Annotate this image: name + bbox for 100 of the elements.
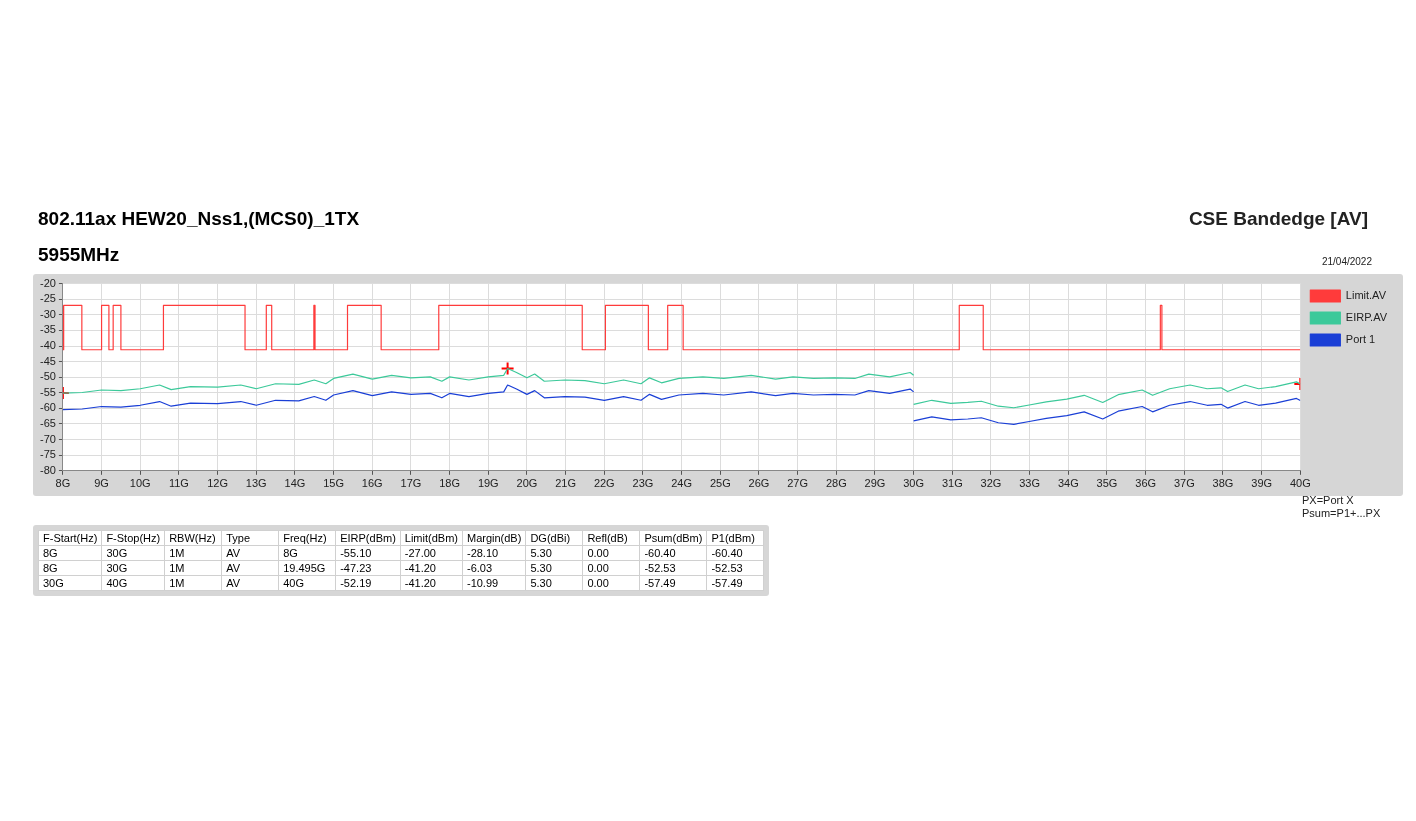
x-tick-label: 31G: [941, 477, 963, 490]
y-tick-label: -65: [39, 417, 56, 430]
text: -27.00: [404, 547, 436, 559]
x-tick-label: 18G: [439, 477, 460, 490]
text: -60.40: [644, 547, 676, 559]
x-tick-label: 40G: [1289, 477, 1311, 490]
text: 21/04/2022: [1321, 256, 1372, 267]
category-label: Type: [221, 530, 279, 546]
text: -28.10: [466, 547, 499, 559]
legend-label: EIRP.AV: [1345, 311, 1388, 324]
x-tick-label: 17G: [400, 477, 422, 490]
text: 40G: [106, 577, 128, 589]
text: 5.30: [530, 547, 552, 559]
x-tick-label: 19G: [477, 477, 499, 490]
text: 40G: [283, 577, 304, 589]
category-label: Limit(dBm): [400, 530, 463, 546]
category-label: DG(dBi): [525, 530, 583, 546]
text: 1M: [169, 577, 185, 589]
x-tick-label: 9G: [94, 477, 109, 490]
x-tick-label: 15G: [323, 477, 344, 490]
x-tick-label: 21G: [555, 477, 576, 490]
text: -47.23: [340, 562, 372, 574]
category-label: RBW(Hz): [164, 530, 222, 546]
text: 5.30: [530, 577, 552, 589]
chart-title: 802.11ax HEW20_Nss1,(MCS0)_1TX: [38, 208, 360, 230]
legend-label: Limit.AV: [1345, 289, 1387, 302]
x-tick-label: 20G: [516, 477, 538, 490]
y-tick-label: -60: [39, 401, 56, 414]
x-tick-label: 16G: [361, 477, 383, 490]
y-tick-label: -25: [39, 292, 56, 305]
text: -60.40: [711, 547, 743, 559]
y-tick-label: -30: [39, 307, 56, 320]
x-tick-label: 8G: [55, 477, 71, 490]
text: -57.49: [711, 577, 743, 589]
category-label: EIRP(dBm): [335, 530, 401, 546]
text: AV: [226, 562, 241, 574]
text: 5.30: [530, 562, 552, 574]
text: 30G: [43, 577, 64, 589]
text: -52.53: [711, 562, 743, 574]
text: 1M: [169, 562, 185, 574]
legend-label: Port 1: [1345, 333, 1376, 346]
x-tick-label: 13G: [245, 477, 267, 490]
x-tick-label: 37G: [1173, 477, 1195, 490]
x-tick-label: 29G: [864, 477, 886, 490]
category-label: F-Stop(Hz): [101, 530, 165, 546]
x-tick-label: 36G: [1135, 477, 1157, 490]
text: -6.03: [466, 562, 493, 574]
category-label: Refl(dB): [582, 530, 640, 546]
text: -41.20: [404, 577, 436, 589]
x-tick-label: 34G: [1057, 477, 1079, 490]
x-tick-label: 39G: [1251, 477, 1273, 490]
x-tick-label: 14G: [284, 477, 306, 490]
category-label: Freq(Hz): [278, 530, 336, 546]
y-tick-label: -20: [39, 276, 56, 289]
x-tick-label: 23G: [632, 477, 654, 490]
x-tick-label: 22G: [593, 477, 615, 490]
x-tick-label: 38G: [1212, 477, 1234, 490]
text: AV: [226, 577, 241, 589]
x-tick-label: 28G: [825, 477, 847, 490]
text: PX=Port X: [1302, 494, 1354, 506]
x-tick-label: 32G: [980, 477, 1002, 490]
text: -52.19: [340, 577, 372, 589]
x-tick-label: 12G: [207, 477, 228, 490]
text: -41.20: [404, 562, 436, 574]
text: 1M: [169, 547, 185, 559]
text: Psum=P1+...PX: [1302, 507, 1381, 519]
text: 30G: [106, 562, 128, 574]
x-tick-label: 27G: [787, 477, 809, 490]
x-tick-label: 35G: [1096, 477, 1118, 490]
text: 8G: [43, 562, 58, 574]
x-tick-label: 30G: [903, 477, 925, 490]
text: 8G: [43, 547, 58, 559]
category-label: F-Start(Hz): [38, 530, 102, 546]
category-label: Psum(dBm): [639, 530, 707, 546]
y-tick-label: -40: [39, 339, 56, 352]
category-label: Margin(dB): [462, 530, 526, 546]
text: -57.49: [644, 577, 676, 589]
y-tick-label: -80: [39, 463, 56, 476]
chart-subtitle: 5955MHz: [38, 244, 120, 266]
text: 30G: [106, 547, 128, 559]
text: 0.00: [587, 547, 609, 559]
text: -52.53: [644, 562, 676, 574]
text: -10.99: [466, 577, 499, 589]
y-tick-label: -55: [39, 385, 56, 398]
text: CSE Bandedge [AV]: [1188, 208, 1368, 230]
y-tick-label: -45: [39, 354, 56, 367]
text: 0.00: [587, 577, 609, 589]
x-tick-label: 24G: [671, 477, 693, 490]
text: -55.10: [340, 547, 372, 559]
y-tick-label: -70: [39, 432, 56, 445]
category-label: P1(dBm): [706, 530, 764, 546]
x-tick-label: 11G: [168, 477, 189, 490]
x-tick-label: 10G: [129, 477, 151, 490]
text: 0.00: [587, 562, 609, 574]
text: 8G: [283, 547, 298, 559]
x-tick-label: 25G: [709, 477, 731, 490]
x-tick-label: 33G: [1019, 477, 1041, 490]
x-tick-label: 26G: [748, 477, 770, 490]
text: AV: [226, 547, 241, 559]
y-tick-label: -35: [39, 323, 56, 336]
